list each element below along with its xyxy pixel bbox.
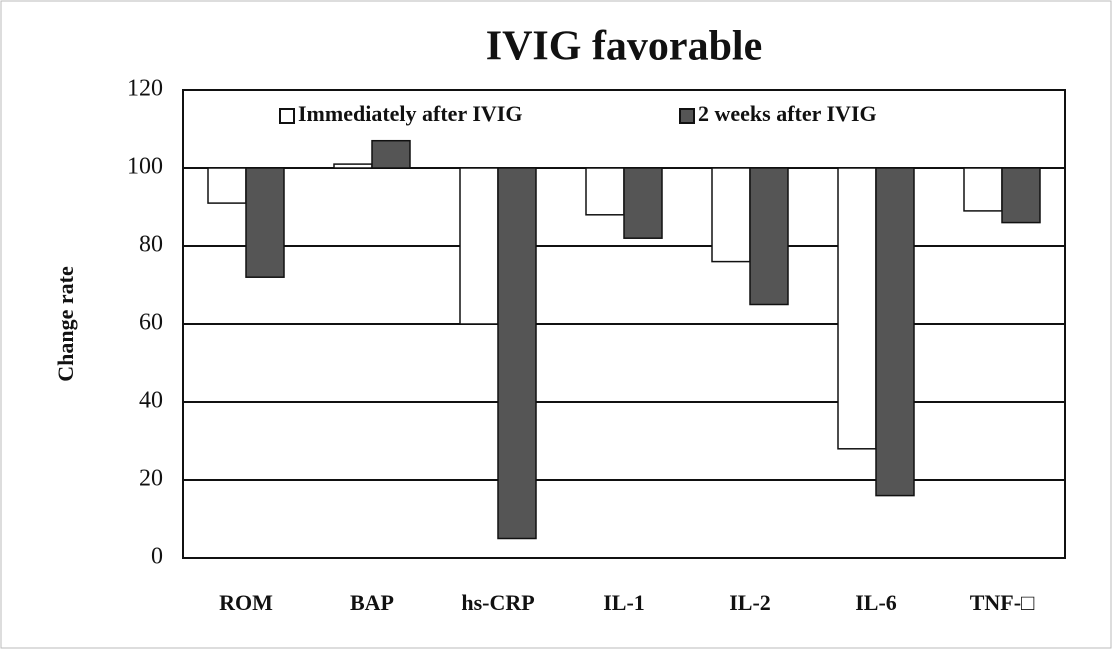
bar: [749, 167, 789, 306]
x-tick-label: IL-2: [729, 590, 771, 615]
bar: [207, 167, 247, 204]
bar: [1001, 167, 1041, 224]
bar: [711, 167, 751, 263]
x-tick-label: TNF-□: [970, 590, 1035, 615]
plot-border: [182, 89, 1066, 559]
legend-label: Immediately after IVIG: [298, 101, 522, 126]
chart-title: IVIG favorable: [486, 24, 763, 70]
y-tick-label: 40: [139, 388, 163, 414]
bar: [837, 167, 877, 450]
y-tick-label: 60: [139, 310, 163, 336]
y-tick-label: 120: [127, 76, 163, 102]
x-tick-label: hs-CRP: [461, 590, 534, 615]
x-tick-label: IL-6: [855, 590, 897, 615]
legend-swatch: [279, 108, 295, 124]
legend-swatch: [679, 108, 695, 124]
bar: [333, 163, 373, 169]
bar: [245, 167, 285, 278]
bar: [875, 167, 915, 497]
x-tick-label: ROM: [219, 590, 273, 615]
bar: [585, 167, 625, 216]
bar: [963, 167, 1003, 212]
x-tick-label: BAP: [350, 590, 394, 615]
x-tick-label: IL-1: [603, 590, 645, 615]
bar: [623, 167, 663, 239]
y-axis-label: Change rate: [53, 266, 78, 382]
y-tick-label: 100: [127, 154, 163, 180]
bar: [459, 167, 499, 325]
legend-label: 2 weeks after IVIG: [698, 101, 877, 126]
bar: [371, 139, 411, 169]
y-tick-label: 80: [139, 232, 163, 258]
bar: [497, 167, 537, 540]
y-tick-label: 0: [151, 544, 163, 570]
y-tick-label: 20: [139, 466, 163, 492]
